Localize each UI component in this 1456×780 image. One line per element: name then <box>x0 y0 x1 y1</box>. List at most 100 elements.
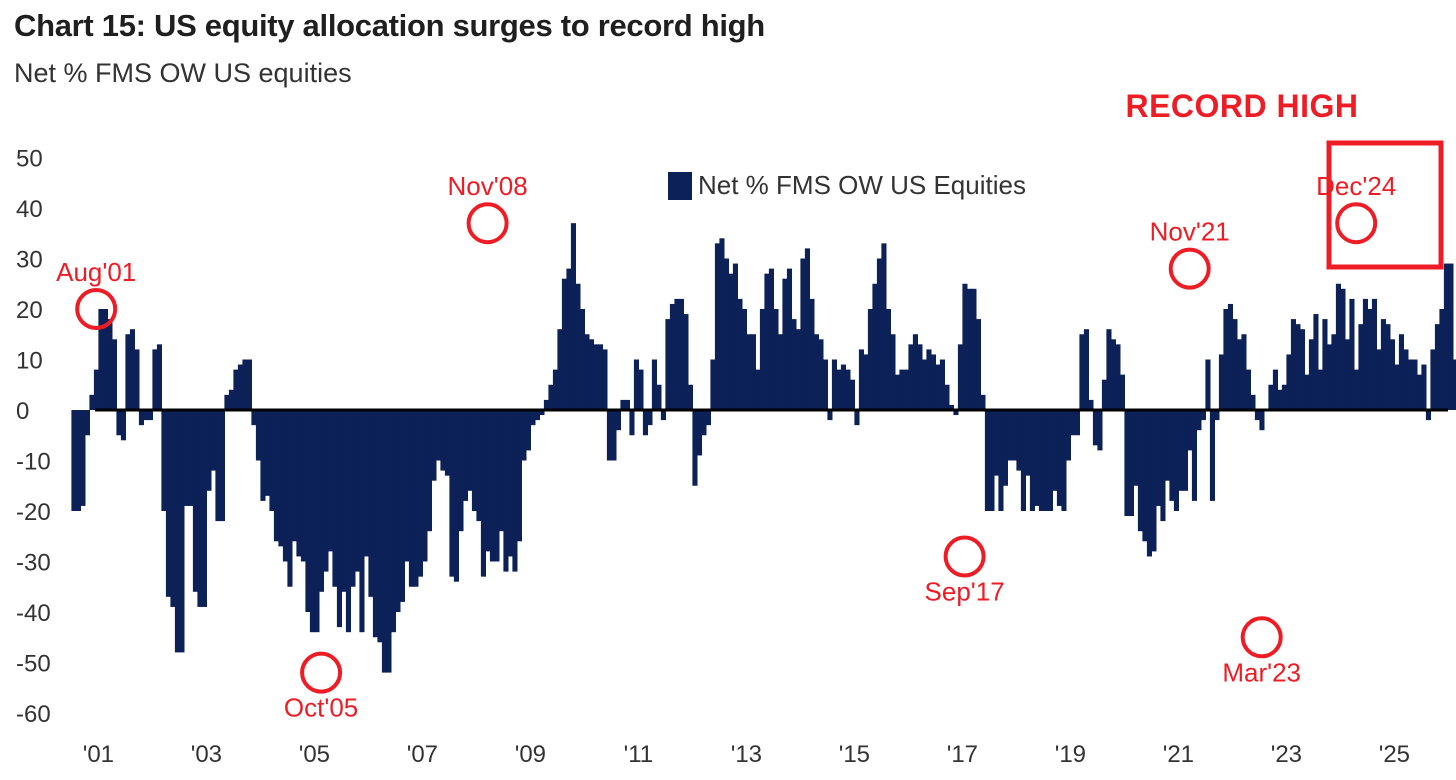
x-tick-label: '07 <box>407 741 438 768</box>
bar <box>1115 344 1121 410</box>
bar <box>1385 324 1391 410</box>
bar <box>462 410 468 501</box>
annotation-label: Aug'01 <box>56 257 136 287</box>
y-tick-label: -60 <box>16 701 51 728</box>
bar <box>755 369 761 410</box>
bar <box>1214 410 1220 421</box>
bar <box>206 410 212 491</box>
bar <box>426 410 432 532</box>
bar <box>570 223 576 410</box>
annotation-circle <box>943 535 986 578</box>
bar <box>291 410 297 542</box>
bar <box>1380 319 1386 410</box>
bar <box>93 369 99 410</box>
bar <box>557 329 563 410</box>
bar <box>1389 339 1395 410</box>
annotation-label: Nov'08 <box>448 171 528 201</box>
bar <box>1160 410 1166 522</box>
bar <box>1313 314 1319 410</box>
legend-swatch <box>668 172 692 200</box>
bar <box>656 384 662 410</box>
bar <box>341 410 347 592</box>
y-tick-label: 30 <box>16 247 43 274</box>
bar <box>1317 369 1323 410</box>
x-tick-label: '05 <box>299 741 330 768</box>
bar <box>332 410 338 587</box>
bar <box>1286 354 1292 410</box>
bar <box>287 410 293 587</box>
bar <box>1052 410 1058 491</box>
bar <box>696 410 702 456</box>
bar <box>188 410 194 506</box>
bar <box>899 369 905 410</box>
bar <box>1371 298 1377 410</box>
bar <box>714 243 720 410</box>
bar <box>935 364 941 410</box>
bar <box>1353 369 1359 410</box>
bar <box>849 379 855 410</box>
annotation-circle <box>300 651 343 694</box>
bar <box>296 410 302 557</box>
bar <box>1254 410 1260 421</box>
x-tick-label: '09 <box>515 741 546 768</box>
bar <box>1056 410 1062 506</box>
bar <box>1088 399 1094 410</box>
bar <box>1079 334 1085 410</box>
bar <box>1164 410 1170 481</box>
bar <box>1137 410 1143 532</box>
y-tick-label: -40 <box>16 600 51 627</box>
bar <box>1425 410 1431 421</box>
bar <box>134 349 140 410</box>
bar <box>84 410 90 436</box>
x-tick-label: '25 <box>1379 741 1410 768</box>
y-axis-ticks: 50 40 30 20 10 0 -10 -20 -30 -40 -50 -60 <box>16 146 51 729</box>
bar <box>548 384 554 410</box>
bar <box>1367 309 1373 410</box>
bar <box>737 298 743 410</box>
bar <box>930 354 936 410</box>
bar <box>116 410 122 436</box>
bar <box>1349 298 1355 410</box>
bar <box>777 334 783 410</box>
bar <box>1101 379 1107 410</box>
bar <box>1412 359 1418 410</box>
bar <box>309 410 315 633</box>
bar <box>147 410 153 421</box>
bar <box>1376 349 1382 410</box>
bar <box>620 399 626 410</box>
bar <box>237 364 243 410</box>
bar <box>705 410 711 426</box>
bar <box>314 410 320 633</box>
bar <box>858 349 864 410</box>
bar <box>444 410 450 476</box>
bar <box>1272 369 1278 410</box>
bar <box>359 410 365 633</box>
chart-subtitle: Net % FMS OW US equities <box>14 58 352 88</box>
annotation-label: Sep'17 <box>925 577 1005 607</box>
bar <box>512 410 518 572</box>
bar <box>345 410 351 633</box>
bar <box>534 410 540 421</box>
bar <box>1245 369 1251 410</box>
bar <box>1142 410 1148 542</box>
bar <box>579 309 585 410</box>
bar <box>521 410 527 461</box>
bar <box>179 410 185 653</box>
bar <box>1205 359 1211 410</box>
bar <box>638 369 644 410</box>
bar <box>701 410 707 436</box>
x-tick-label: '17 <box>947 741 978 768</box>
bar <box>854 410 860 426</box>
bar <box>98 309 104 410</box>
y-tick-label: -30 <box>16 550 51 577</box>
bar <box>503 410 509 572</box>
bar <box>993 410 999 476</box>
bar <box>215 410 221 522</box>
bar <box>246 359 252 410</box>
x-tick-label: '23 <box>1271 741 1302 768</box>
bar <box>719 238 725 410</box>
bar <box>1016 410 1022 471</box>
bar <box>939 359 945 410</box>
bar <box>642 410 648 436</box>
